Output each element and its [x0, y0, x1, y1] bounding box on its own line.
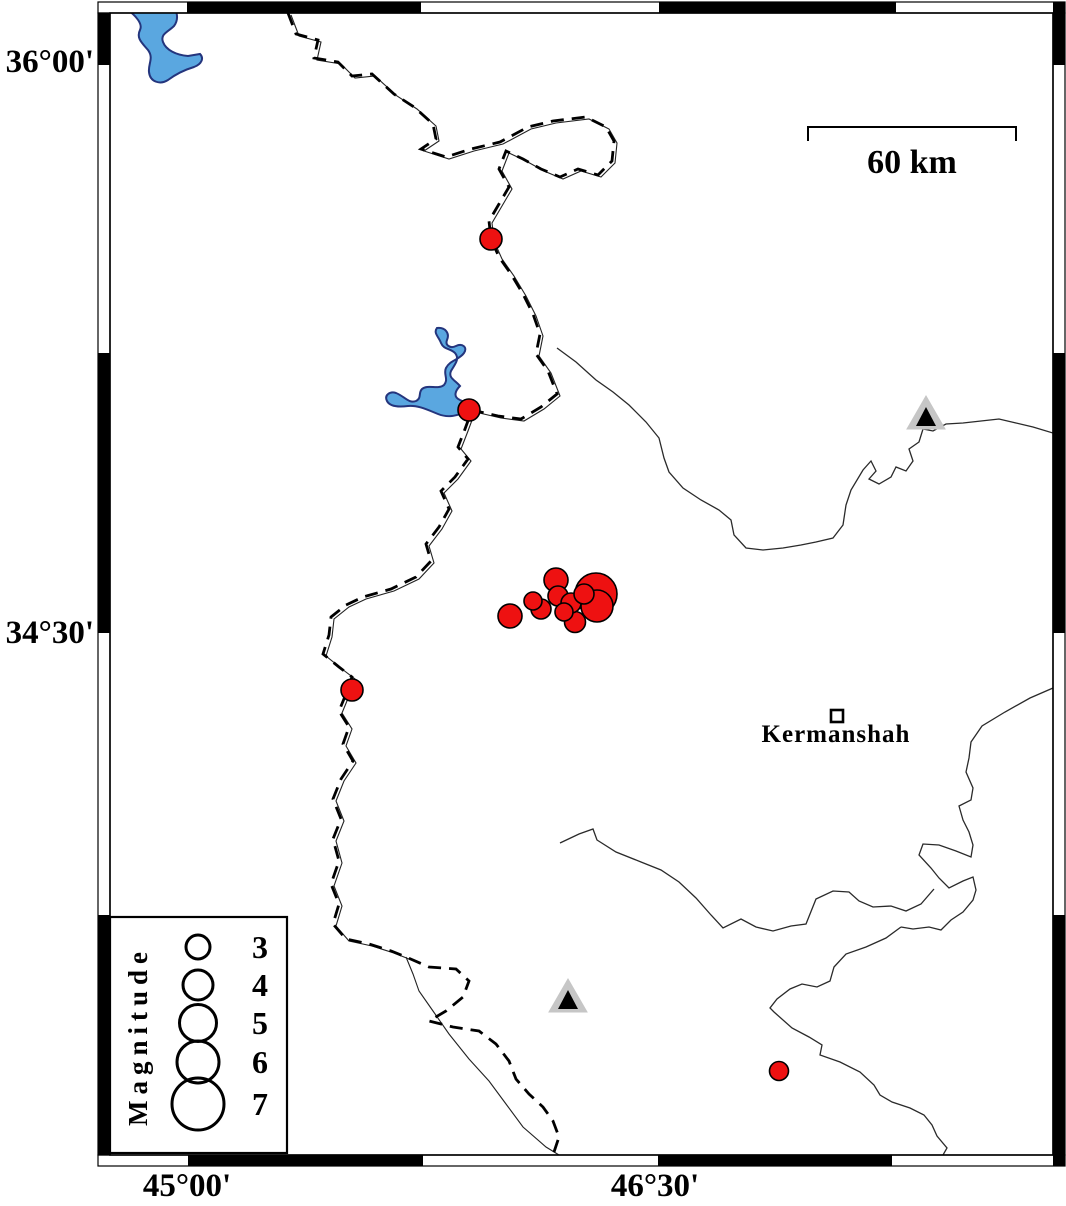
legend-mag-3: 3	[252, 929, 268, 965]
legend-circle-mag-3	[184, 933, 212, 961]
scale-bar	[807, 126, 1017, 141]
lake-middle	[385, 326, 469, 418]
lon-label-45-00: 45°00'	[142, 1168, 232, 1204]
lat-label-36-00: 36°00'	[5, 44, 94, 80]
legend-circle-mag-6	[175, 1039, 221, 1085]
lat-label-34-30: 34°30'	[5, 615, 94, 651]
earthquake-marker	[573, 583, 595, 605]
earthquake-marker	[457, 398, 481, 422]
lake-polygons	[130, 13, 469, 418]
river-lines	[556, 347, 1053, 1155]
station-triangle-core-icon	[558, 990, 578, 1009]
map-frame	[97, 1, 1066, 1167]
legend-circle-mag-4	[181, 968, 215, 1002]
earthquake-marker	[340, 678, 364, 702]
legend-mag-6: 6	[252, 1044, 268, 1080]
border-thin-line	[290, 14, 618, 1155]
earthquake-marker	[768, 1060, 790, 1082]
legend-mag-5: 5	[252, 1005, 268, 1041]
earthquake-marker	[479, 227, 503, 251]
map-inner-border	[109, 12, 1054, 1156]
legend-box	[108, 915, 289, 1155]
legend-mag-7: 7	[252, 1086, 268, 1122]
scale-bar-label: 60 km	[867, 144, 957, 181]
border-dashed-line	[286, 13, 616, 1155]
lake-northwest	[130, 13, 203, 84]
earthquake-marker	[497, 603, 523, 629]
legend-mag-4: 4	[252, 967, 268, 1003]
legend-circles	[170, 933, 226, 1132]
city-label-kermanshah: Kermanshah	[761, 721, 911, 748]
lon-label-46-30: 46°30'	[610, 1168, 700, 1204]
magnitude-legend	[108, 915, 289, 1155]
legend-title: Magnitude	[123, 946, 153, 1127]
station-triangle-core-icon	[916, 407, 936, 426]
earthquake-marker	[554, 602, 574, 622]
earthquake-marker	[523, 591, 543, 611]
markers-layer	[340, 227, 946, 1082]
legend-circle-mag-7	[170, 1076, 226, 1132]
city-marker-square	[829, 708, 845, 724]
